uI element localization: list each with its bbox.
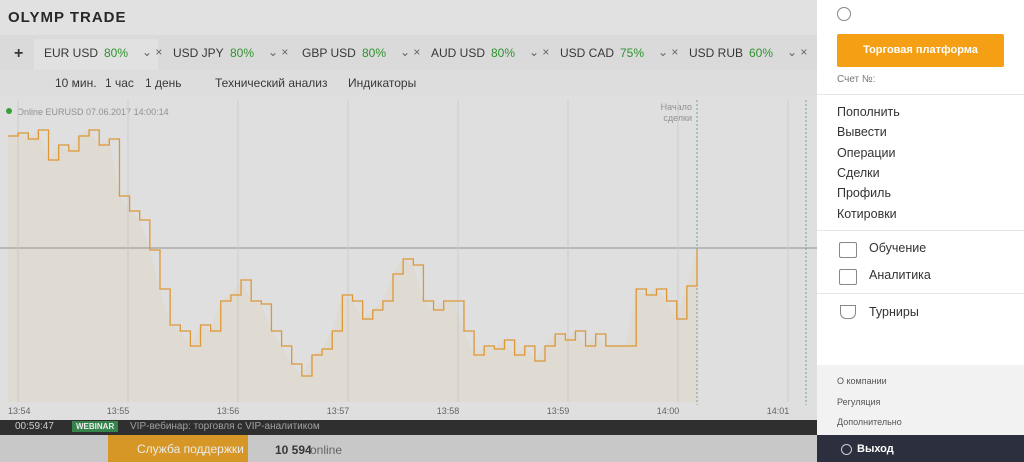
logout-icon <box>841 444 852 455</box>
x-tick-label: 14:00 <box>657 406 680 416</box>
price-area <box>8 130 697 402</box>
link[interactable]: Дополнительно <box>837 417 902 427</box>
menu-item[interactable]: Операции <box>837 145 896 160</box>
side-panel: Торговая платформа Счет №: Пополнить Выве… <box>817 0 1024 462</box>
divider <box>817 94 1024 95</box>
online-dot <box>6 108 12 114</box>
badge: WEBINAR <box>72 421 119 432</box>
x-tick-label: 14:01 <box>767 406 790 416</box>
menu-item[interactable]: Сделки <box>837 165 880 180</box>
tab-close[interactable]: ⌄ × <box>787 45 808 59</box>
tabs: + EUR USD 80% ⌄ × USD JPY 80% ⌄ × GBP USD 80% ⌄ … <box>0 35 817 70</box>
platform-button[interactable]: Торговая платформа <box>837 34 1004 67</box>
menu-icon <box>839 242 857 258</box>
tab-close[interactable]: ⌄ × <box>142 45 163 59</box>
online-label: online <box>310 443 343 457</box>
tab-close[interactable]: ⌄ × <box>400 45 421 59</box>
tab-payout: 60% <box>749 46 774 60</box>
footer: Служба поддержки 10 594 online <box>0 435 817 462</box>
tab-close[interactable]: ⌄ × <box>268 45 289 59</box>
menu-item[interactable]: Вывести <box>837 125 887 140</box>
header: OLYMP TRADE <box>0 0 817 35</box>
menu-item[interactable]: Профиль <box>837 186 891 201</box>
x-tick-label: 13:57 <box>327 406 350 416</box>
x-tick-label: 13:56 <box>217 406 240 416</box>
tab-name[interactable]: GBP USD <box>302 46 356 60</box>
x-tick-label: 13:55 <box>107 406 130 416</box>
menu-item[interactable]: Аналитика <box>869 268 931 282</box>
tab-active <box>34 39 158 70</box>
tab-name[interactable]: USD JPY <box>173 46 224 60</box>
divider <box>817 293 1024 294</box>
tab-payout: 80% <box>491 46 516 60</box>
indicators[interactable]: Индикаторы <box>348 76 417 90</box>
overlay[interactable] <box>0 0 817 462</box>
tab-name[interactable]: USD CAD <box>560 46 615 60</box>
x-tick-label: 13:54 <box>8 406 31 416</box>
logout[interactable]: Выход <box>857 443 894 455</box>
trophy-icon <box>840 305 856 319</box>
tab-payout: 75% <box>620 46 645 60</box>
analysis[interactable]: Технический анализ <box>215 76 328 90</box>
link[interactable]: Регуляция <box>837 396 881 407</box>
links-area <box>817 365 1024 435</box>
tab-payout: 80% <box>104 46 129 60</box>
tab-name[interactable]: AUD USD <box>431 46 486 60</box>
tab-payout: 80% <box>230 46 255 60</box>
tab-payout: 80% <box>362 46 387 60</box>
support-btn[interactable] <box>108 435 248 462</box>
user-icon[interactable] <box>837 7 851 21</box>
tab-close[interactable]: ⌄ × <box>529 45 550 59</box>
online-count: 10 594 <box>275 443 312 457</box>
tab-close[interactable]: ⌄ × <box>658 45 679 59</box>
period[interactable]: 10 мин. <box>55 76 97 90</box>
x-tick-label: 13:58 <box>437 406 460 416</box>
link[interactable]: О компании <box>837 376 887 386</box>
x-tick-label: 13:59 <box>547 406 570 416</box>
price-line <box>8 129 698 377</box>
chart: Online EURUSD 07.06.2017 14:00:14 Начало… <box>0 95 817 420</box>
period[interactable]: 1 день <box>145 76 182 90</box>
menu-item[interactable]: Котировки <box>837 206 897 221</box>
menu-item[interactable]: Турниры <box>869 305 919 319</box>
menu-icon <box>839 269 857 285</box>
tab-name[interactable]: USD RUB <box>689 46 744 60</box>
menu-item[interactable]: Пополнить <box>837 105 900 119</box>
account: Счет №: <box>837 74 876 85</box>
timer: 00:59:47 <box>15 421 54 432</box>
chart-bg <box>0 95 817 420</box>
add-tab[interactable]: + <box>14 45 24 62</box>
tab-name[interactable]: EUR USD <box>44 46 99 60</box>
support[interactable]: Служба поддержки <box>137 442 244 456</box>
webinar-text[interactable]: VIP-вебинар: торговля с VIP-аналитиком <box>130 421 320 432</box>
divider <box>817 230 1024 231</box>
logo[interactable]: OLYMP TRADE <box>8 9 127 26</box>
period[interactable]: 1 час <box>105 76 134 90</box>
toolbar: 10 мин. 1 час 1 день Технический анализ … <box>0 70 817 95</box>
marker: Начало <box>661 102 692 112</box>
chart-legend: Online EURUSD 07.06.2017 14:00:14 <box>17 107 169 117</box>
webinar-bar: 00:59:47 WEBINAR VIP-вебинар: торговля с… <box>0 420 817 435</box>
menu-item[interactable]: Обучение <box>869 241 927 255</box>
